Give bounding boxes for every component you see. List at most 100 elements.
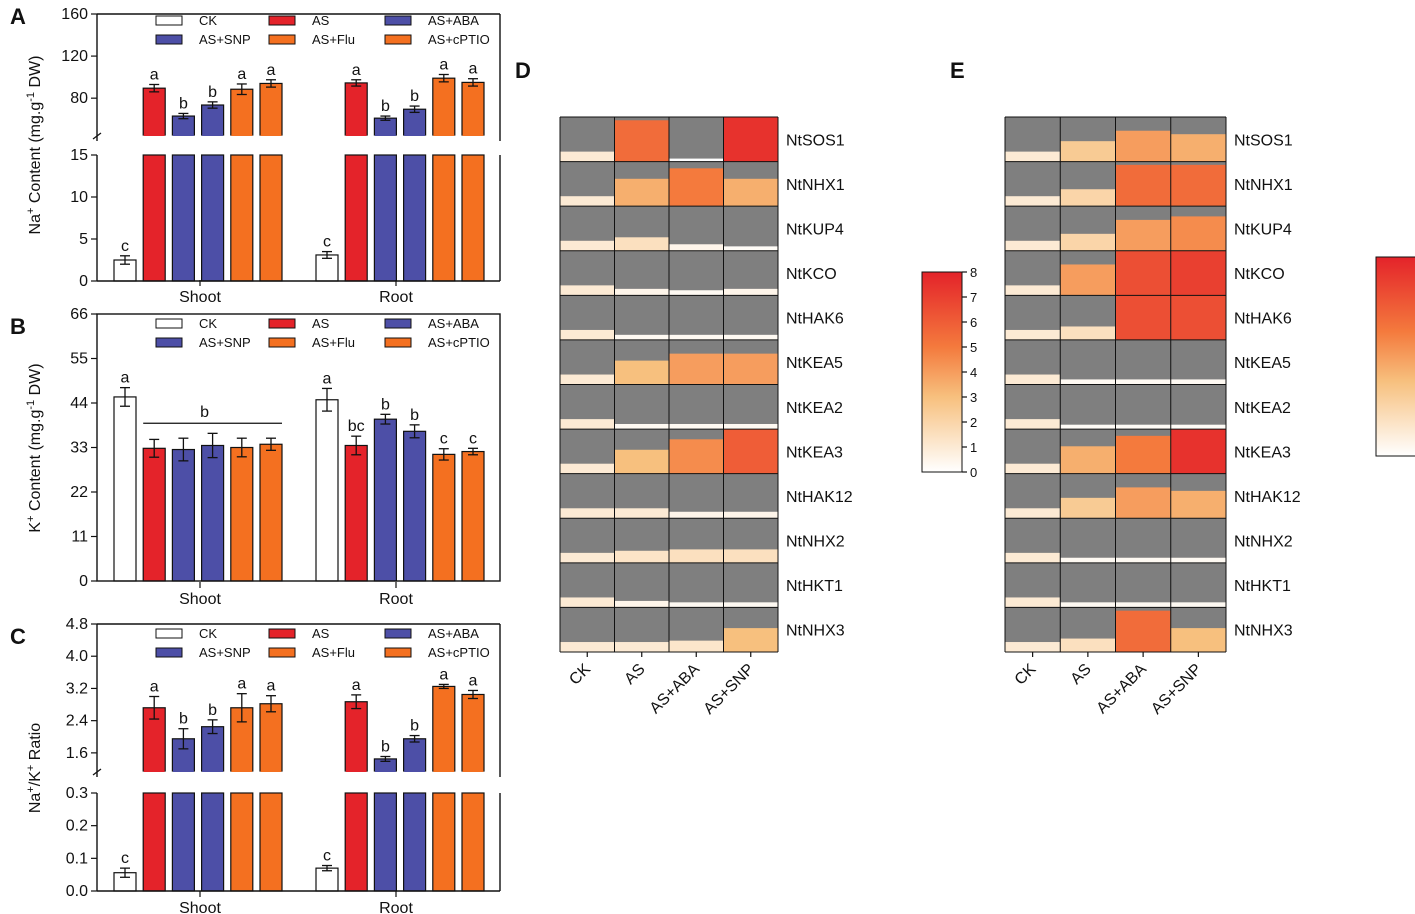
legend-label: AS	[312, 13, 330, 28]
bar-root-AS-lower	[344, 154, 368, 282]
heatmap-cell-bg	[614, 250, 669, 296]
legend-label: CK	[199, 13, 217, 28]
y-tick-label: 66	[70, 306, 88, 323]
y-axis-label-b: K+ Content (mg.g-1 DW)	[25, 363, 44, 532]
heatmap-cell-NtNHX1-AS+SNP	[723, 178, 778, 207]
legend-label: AS+SNP	[199, 645, 251, 660]
bar-root-AS+ABA	[403, 430, 427, 582]
column-label-AS+SNP: AS+SNP	[1148, 661, 1205, 718]
significance-letter: a	[237, 676, 246, 693]
bar-root-AS+Flu	[432, 77, 456, 136]
row-label-NtHKT1: NtHKT1	[1234, 578, 1291, 595]
heatmap-cell-NtHAK12-AS+SNP	[1170, 490, 1226, 519]
legend-swatch	[268, 628, 296, 639]
bar-root-AS+ABA	[403, 108, 427, 136]
significance-letter: b	[410, 718, 419, 735]
bar-root-AS	[344, 444, 368, 582]
heatmap-cell-bg	[669, 206, 724, 251]
y-tick-label: 120	[61, 48, 88, 65]
ylabel-part: Content (mg.g	[27, 410, 44, 516]
y-tick-label: 0.1	[66, 850, 88, 867]
legend-label: AS+cPTIO	[428, 32, 490, 47]
y-tick-label: 22	[70, 484, 88, 501]
significance-letter: a	[469, 672, 478, 689]
heatmap-cell-NtKEA5-CK	[560, 374, 615, 385]
heatmap-cell-NtNHX2-AS	[1060, 557, 1116, 563]
panel-label-a: A	[10, 4, 26, 29]
heatmap-cell-bg	[669, 384, 724, 430]
heatmap-cell-NtHAK6-AS+SNP	[1170, 295, 1226, 340]
colorbar-tick-label: 6	[970, 315, 977, 330]
heatmap-cell-NtKEA5-AS+SNP	[1170, 379, 1226, 385]
heatmap-cell-NtNHX2-AS+ABA	[1115, 557, 1171, 563]
column-label-AS+SNP: AS+SNP	[701, 661, 758, 718]
significance-letter: b	[381, 396, 390, 413]
legend-label: AS+Flu	[312, 32, 355, 47]
heatmap-cell-NtKEA3-CK	[560, 463, 615, 474]
row-label-NtNHX1: NtNHX1	[1234, 177, 1293, 194]
heatmap-cell-NtKEA5-AS+ABA	[669, 353, 724, 385]
significance-letter: a	[150, 678, 159, 695]
ylabel-part: -1	[25, 92, 37, 102]
heatmap-cell-NtKEA2-CK	[1005, 419, 1061, 430]
heatmap-cell-NtNHX2-AS+SNP	[1170, 557, 1226, 563]
row-label-NtKCO: NtKCO	[1234, 266, 1285, 283]
legend-label: CK	[199, 316, 217, 331]
bar-root-AS+ABA-lower	[403, 792, 427, 892]
heatmap-cell-bg	[1060, 518, 1116, 563]
heatmap-cell-NtKUP4-AS	[614, 237, 669, 251]
legend-label: AS	[312, 316, 330, 331]
bar-shoot-AS+cPTIO-lower	[259, 154, 283, 282]
legend-label: AS+cPTIO	[428, 645, 490, 660]
row-label-NtHAK6: NtHAK6	[1234, 311, 1292, 328]
heatmap-cell-NtNHX3-CK	[1005, 642, 1061, 652]
heatmap-cell-NtHAK6-CK	[1005, 329, 1061, 340]
bar-root-AS+cPTIO-lower	[461, 792, 485, 892]
panel-label-e: E	[950, 58, 965, 83]
heatmap-cell-NtKCO-AS+ABA	[1115, 250, 1171, 296]
bar-shoot-AS+SNP-lower	[171, 792, 195, 892]
heatmap-cell-NtNHX2-AS+SNP	[723, 549, 778, 563]
row-label-NtSOS1: NtSOS1	[1234, 132, 1293, 149]
heatmap-cell-NtKEA3-AS	[614, 449, 669, 474]
heatmap-cell-NtSOS1-AS	[1060, 141, 1116, 162]
heatmap-cell-bg	[723, 250, 778, 296]
bar-root-AS	[344, 82, 368, 136]
heatmap-cell-NtKEA5-AS	[1060, 379, 1116, 385]
ylabel-part: +	[25, 515, 37, 521]
heatmap-cell-NtNHX3-CK	[560, 642, 615, 652]
y-axis-label-c: Na+/K+ Ratio	[25, 723, 44, 813]
heatmap-cell-NtKEA2-AS+SNP	[1170, 424, 1226, 430]
significance-letter: a	[439, 666, 448, 683]
heatmap-cell-NtNHX1-AS	[1060, 189, 1116, 207]
bar-root-AS	[344, 701, 368, 772]
bar-root-AS+Flu	[432, 453, 456, 582]
row-label-NtKUP4: NtKUP4	[1234, 221, 1292, 238]
heatmap-cell-NtKEA3-CK	[1005, 463, 1061, 474]
heatmap-cell-NtNHX2-CK	[1005, 552, 1061, 563]
significance-letter: b	[381, 98, 390, 115]
ylabel-part: Na	[27, 793, 44, 814]
bar-shoot-AS+SNP	[171, 448, 195, 582]
heatmap-cell-NtKCO-AS	[614, 288, 669, 296]
heatmap-cell-bg	[669, 117, 724, 162]
heatmap-cell-NtKEA2-CK	[560, 419, 615, 430]
heatmap-cell-NtKEA2-AS+ABA	[669, 423, 724, 430]
column-label-AS: AS	[1068, 661, 1095, 688]
significance-letter: a	[150, 66, 159, 83]
legend-b: CK AS AS+ABA AS+SNP AS+Flu AS+cPTIO	[155, 316, 490, 350]
heatmap-cell-bg	[1060, 562, 1116, 608]
significance-letter: b	[179, 95, 188, 112]
heatmap-cell-bg	[1115, 518, 1171, 563]
significance-letter: a	[352, 62, 361, 79]
legend-swatch	[268, 318, 296, 329]
heatmap-cell-NtHKT1-AS+SNP	[723, 602, 778, 608]
significance-letter: a	[469, 61, 478, 78]
legend-swatch	[155, 318, 183, 329]
significance-letter: c	[440, 431, 448, 448]
legend-c: CK AS AS+ABA AS+SNP AS+Flu AS+cPTIO	[155, 626, 490, 660]
legend-swatch	[384, 628, 412, 639]
significance-letter: c	[121, 238, 129, 255]
bar-root-AS+cPTIO	[461, 693, 485, 772]
heatmap-cell-NtHAK12-AS+SNP	[723, 511, 778, 519]
